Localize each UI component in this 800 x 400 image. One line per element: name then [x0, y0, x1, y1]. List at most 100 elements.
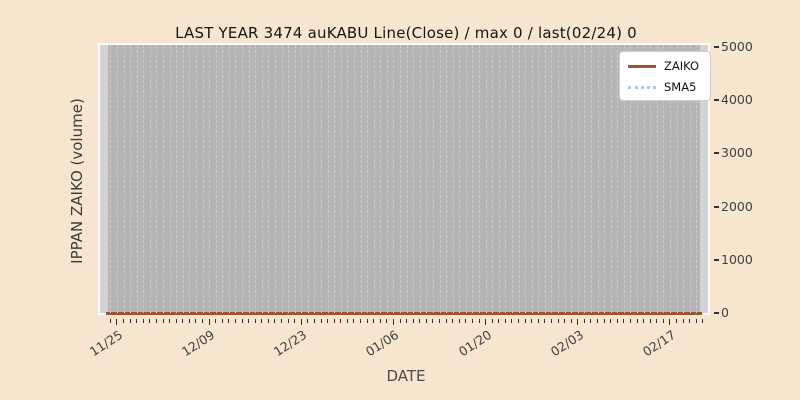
x-minor-tick	[313, 319, 315, 323]
gridline	[663, 45, 665, 313]
gridline	[511, 45, 513, 313]
gridline	[360, 45, 362, 313]
x-minor-tick	[267, 319, 269, 323]
gridline	[149, 45, 151, 313]
gridline	[617, 45, 619, 313]
gridline	[380, 45, 382, 313]
x-minor-tick	[182, 319, 184, 323]
x-minor-tick	[452, 319, 454, 323]
x-minor-tick	[616, 319, 618, 323]
y-tick	[714, 258, 719, 261]
gridline	[630, 45, 632, 313]
gridline	[116, 45, 118, 313]
x-minor-tick	[518, 319, 520, 323]
gridline	[255, 45, 257, 313]
x-major-tick	[485, 319, 487, 325]
x-minor-tick	[439, 319, 441, 323]
gridline	[110, 45, 112, 313]
plot-data-region	[108, 45, 700, 313]
x-minor-tick	[471, 319, 473, 323]
gridline	[432, 45, 434, 313]
x-minor-tick	[175, 319, 177, 323]
gridline	[446, 45, 448, 313]
x-tick-label: 02/17	[639, 327, 679, 360]
y-tick	[714, 152, 719, 155]
x-minor-tick	[221, 319, 223, 323]
x-minor-tick	[360, 319, 362, 323]
x-minor-tick	[432, 319, 434, 323]
gridline	[531, 45, 533, 313]
gridline	[558, 45, 560, 313]
gridline	[314, 45, 316, 313]
y-tick-label: 1000	[721, 251, 753, 267]
x-minor-tick	[169, 319, 171, 323]
gridline	[209, 45, 211, 313]
x-minor-tick	[603, 319, 605, 323]
x-minor-tick	[676, 319, 678, 323]
x-minor-tick	[162, 319, 164, 323]
x-minor-tick	[195, 319, 197, 323]
gridline	[156, 45, 158, 313]
x-minor-tick	[379, 319, 381, 323]
gridline	[327, 45, 329, 313]
legend-line-sample-zaiko	[628, 64, 656, 68]
gridline	[143, 45, 145, 313]
x-minor-tick	[419, 319, 421, 323]
x-minor-tick	[202, 319, 204, 323]
x-minor-tick	[373, 319, 375, 323]
x-minor-tick	[511, 319, 513, 323]
gridline	[136, 45, 138, 313]
x-minor-tick	[281, 319, 283, 323]
x-minor-tick	[629, 319, 631, 323]
y-tick-label: 5000	[721, 39, 753, 54]
y-tick-label: 3000	[721, 145, 753, 161]
gridline	[452, 45, 454, 313]
x-minor-tick	[274, 319, 276, 323]
x-minor-tick	[366, 319, 368, 323]
x-minor-tick	[228, 319, 230, 323]
x-minor-tick	[294, 319, 296, 323]
y-tick-label: 4000	[721, 92, 753, 108]
x-minor-tick	[248, 319, 250, 323]
x-minor-tick	[445, 319, 447, 323]
x-minor-tick	[524, 319, 526, 323]
x-tick-label: 02/03	[547, 327, 586, 360]
gridline	[498, 45, 500, 313]
x-minor-tick	[340, 319, 342, 323]
gridline	[439, 45, 441, 313]
gridline	[419, 45, 421, 313]
x-minor-tick	[557, 319, 559, 323]
gridline	[261, 45, 263, 313]
x-minor-tick	[155, 319, 157, 323]
gridline	[163, 45, 165, 313]
gridline	[485, 45, 487, 313]
x-minor-tick	[597, 319, 599, 323]
legend: ZAIKO SMA5	[619, 51, 711, 101]
gridline	[571, 45, 573, 313]
x-minor-tick	[386, 319, 388, 323]
x-minor-tick	[682, 319, 684, 323]
x-minor-tick	[109, 319, 111, 323]
x-minor-tick	[623, 319, 625, 323]
x-major-tick	[208, 319, 210, 325]
x-minor-tick	[537, 319, 539, 323]
x-minor-tick	[610, 319, 612, 323]
gridline	[268, 45, 270, 313]
x-major-tick	[392, 319, 394, 325]
gridline	[406, 45, 408, 313]
gridline	[386, 45, 388, 313]
x-minor-tick	[254, 319, 256, 323]
y-tick	[714, 99, 719, 102]
x-minor-tick	[425, 319, 427, 323]
x-minor-tick	[261, 319, 263, 323]
gridline	[334, 45, 336, 313]
x-minor-tick	[570, 319, 572, 323]
gridline	[222, 45, 224, 313]
gridline	[123, 45, 125, 313]
gridline	[689, 45, 691, 313]
y-tick	[714, 46, 719, 48]
gridline	[130, 45, 132, 313]
y-tick-label: 0	[721, 305, 729, 320]
x-minor-tick	[465, 319, 467, 323]
x-minor-tick	[320, 319, 322, 323]
